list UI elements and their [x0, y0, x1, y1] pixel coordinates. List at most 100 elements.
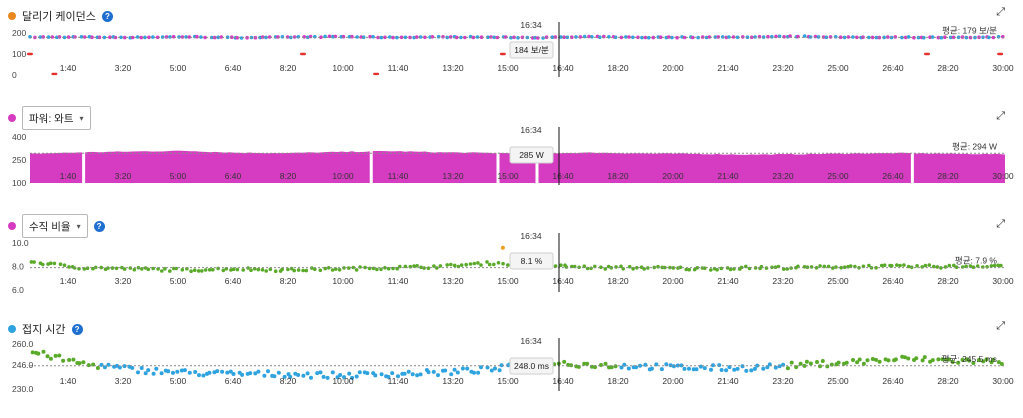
- data-point: [402, 371, 407, 376]
- data-point: [499, 363, 504, 368]
- data-point: [981, 265, 985, 269]
- x-tick-label: 25:00: [827, 276, 849, 286]
- data-point: [426, 370, 431, 375]
- data-point: [634, 365, 639, 370]
- info-icon[interactable]: ?: [93, 220, 105, 232]
- data-point: [330, 268, 335, 272]
- x-tick-label: 28:20: [937, 63, 959, 73]
- gct-chart[interactable]: 260.0 246.0 230.0 평균: 245.5 ms 1:40 3:20 5:00 6…: [0, 315, 1023, 418]
- y-tick-label: 250: [12, 155, 26, 165]
- data-point: [122, 35, 127, 40]
- vr-metric-select[interactable]: 수직 비율 ▾: [22, 214, 88, 238]
- data-point: [839, 265, 843, 270]
- data-point: [177, 35, 181, 39]
- data-point: [662, 265, 667, 270]
- outlier-point: [924, 52, 930, 56]
- data-point: [292, 268, 297, 273]
- data-point: [296, 373, 301, 377]
- info-icon[interactable]: ?: [101, 10, 113, 22]
- data-point: [231, 372, 236, 376]
- x-tick-label: 8:20: [280, 171, 297, 181]
- data-point: [102, 365, 107, 370]
- data-point: [735, 366, 740, 371]
- gct-header: 접지 시간 ?: [8, 321, 83, 337]
- data-point: [842, 35, 847, 40]
- data-point: [415, 373, 420, 378]
- data-point: [506, 263, 510, 267]
- data-point: [609, 365, 614, 370]
- data-point: [396, 374, 400, 379]
- data-point: [431, 369, 436, 374]
- x-tick-label: 23:20: [772, 376, 794, 386]
- power-metric-select[interactable]: 파워: 와트 ▾: [22, 106, 91, 130]
- data-point: [454, 35, 459, 40]
- data-point: [893, 35, 898, 39]
- data-point: [559, 35, 563, 39]
- data-point: [379, 267, 383, 272]
- cadence-panel: 달리기 케이던스 ? ⤢ 200 100 0 평균: 179 보/분 1:40 3:20 5…: [0, 0, 1023, 90]
- data-point: [956, 360, 961, 365]
- expand-icon[interactable]: ⤢: [996, 218, 1005, 230]
- data-point: [471, 35, 476, 40]
- data-point: [318, 268, 323, 273]
- data-point: [302, 35, 307, 39]
- data-point: [781, 267, 786, 271]
- data-point: [709, 268, 713, 272]
- data-point: [999, 362, 1004, 366]
- data-point: [309, 375, 313, 380]
- x-tick-label: 3:20: [115, 171, 132, 181]
- data-point: [578, 35, 583, 39]
- x-tick-label: 18:20: [607, 63, 629, 73]
- data-point: [619, 365, 624, 370]
- data-point: [550, 35, 555, 39]
- data-point: [207, 268, 212, 272]
- data-point: [920, 358, 925, 363]
- data-point: [761, 366, 766, 371]
- vr-chart[interactable]: 10.0 8.0 6.0 평균: 7.9 % 1:40 3:20 5:00 6:40 8:20 1…: [0, 210, 1023, 300]
- data-point: [485, 365, 490, 370]
- vr-legend-dot: [8, 222, 16, 230]
- data-point: [180, 268, 185, 272]
- outlier-point: [373, 72, 380, 76]
- vr-header: 수직 비율 ▾ ?: [8, 214, 105, 238]
- data-point: [851, 35, 855, 39]
- data-point: [613, 364, 618, 369]
- x-tick-label: 6:40: [225, 63, 242, 73]
- x-tick-label: 23:20: [772, 171, 794, 181]
- data-point: [874, 35, 879, 40]
- data-point: [950, 360, 955, 364]
- data-point: [338, 373, 343, 377]
- data-point: [472, 261, 477, 266]
- data-point: [559, 263, 563, 267]
- data-point: [268, 267, 273, 272]
- tooltip-box: [509, 146, 554, 164]
- info-icon[interactable]: ?: [71, 323, 83, 335]
- expand-icon[interactable]: ⤢: [996, 110, 1005, 122]
- x-tick-label: 8:20: [280, 276, 297, 286]
- data-point: [825, 364, 830, 369]
- data-point: [936, 357, 941, 362]
- expand-icon[interactable]: ⤢: [996, 6, 1005, 18]
- x-tick-label: 16:40: [552, 276, 574, 286]
- data-point: [716, 35, 721, 39]
- data-point: [694, 367, 699, 372]
- data-point: [687, 366, 691, 371]
- data-point: [855, 35, 859, 40]
- data-point: [981, 359, 986, 364]
- data-point: [189, 269, 193, 273]
- data-point: [702, 366, 707, 371]
- data-point: [599, 265, 603, 269]
- data-point: [66, 35, 71, 39]
- cadence-chart[interactable]: 200 100 0 평균: 179 보/분 1:40 3:20 5:00 6:40 8:20 10…: [0, 0, 1023, 90]
- data-point: [640, 35, 644, 40]
- cursor-time-label: 16:34: [520, 125, 542, 135]
- expand-icon[interactable]: ⤢: [996, 320, 1005, 332]
- average-label: 평균: 179 보/분: [942, 25, 997, 35]
- data-point: [952, 263, 956, 268]
- data-point: [315, 371, 320, 376]
- data-point: [599, 363, 603, 367]
- y-tick-label: 230.0: [12, 384, 34, 394]
- power-chart[interactable]: 400 250 100 평균: 294 W 1:40 3:20 5:00 6:40 8:20 10…: [0, 100, 1023, 190]
- data-point: [798, 361, 803, 366]
- data-point: [286, 267, 290, 272]
